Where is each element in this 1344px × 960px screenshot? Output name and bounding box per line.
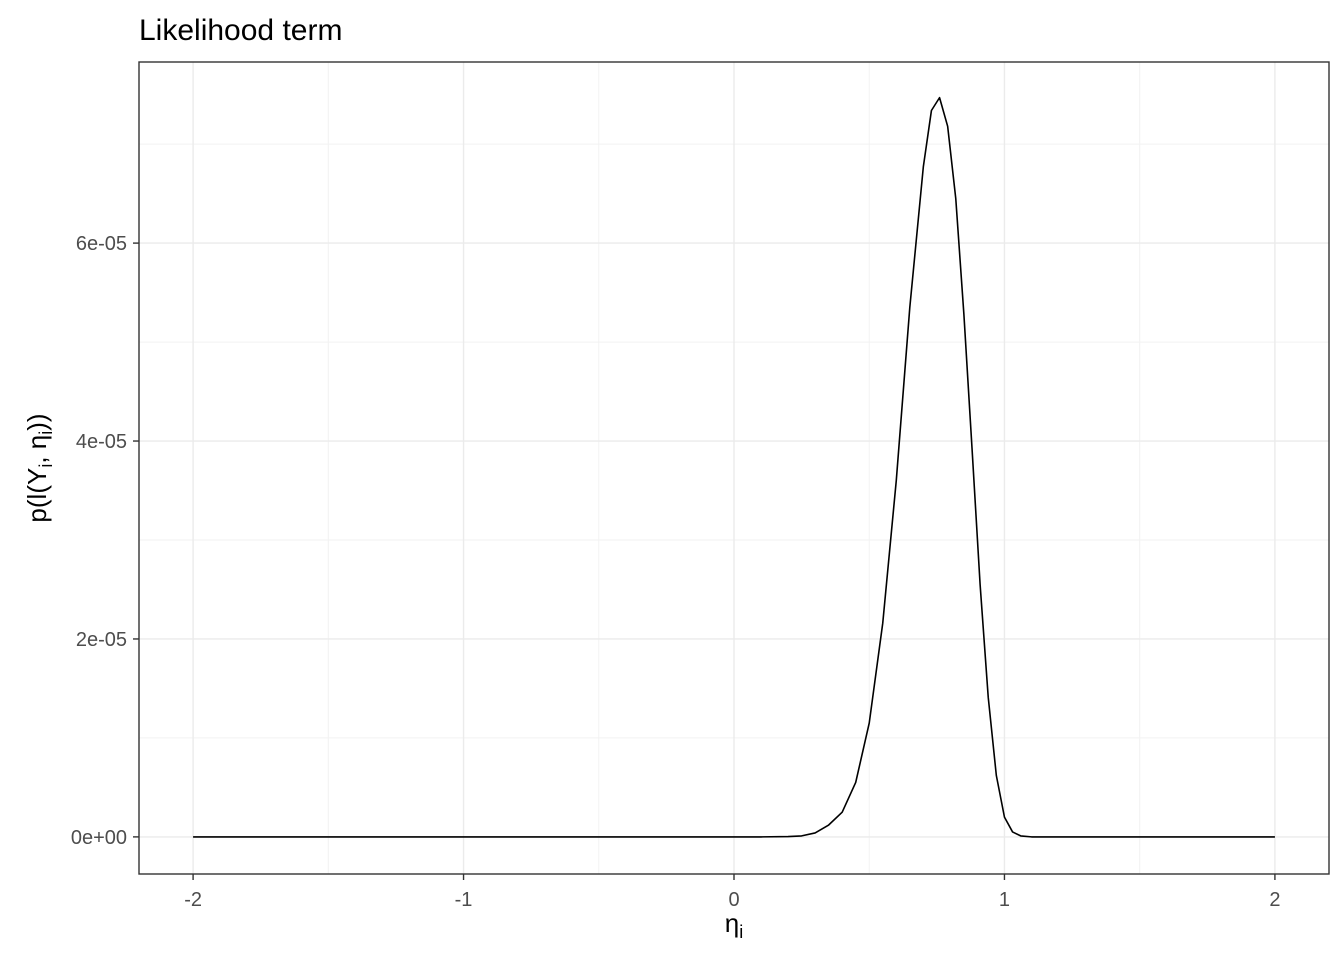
x-axis: -2 -1 0 1 2 [184, 874, 1280, 911]
y-tick-label: 0e+00 [71, 827, 127, 849]
x-tick-label: 0 [728, 889, 739, 911]
y-axis: 0e+00 2e-05 4e-05 6e-05 [71, 233, 139, 849]
y-axis-title: p(l(Yi, ηi)) [22, 413, 56, 522]
likelihood-curve [193, 96, 1275, 838]
x-tick-label: -1 [455, 889, 473, 911]
y-tick-label: 2e-05 [76, 629, 127, 651]
y-tick-label: 6e-05 [76, 233, 127, 255]
x-tick-label: -2 [184, 889, 202, 911]
x-axis-title: ηi [725, 908, 743, 942]
x-tick-label: 1 [999, 889, 1010, 911]
y-tick-label: 4e-05 [76, 431, 127, 453]
chart-title: Likelihood term [139, 14, 342, 47]
x-tick-label: 2 [1269, 889, 1280, 911]
